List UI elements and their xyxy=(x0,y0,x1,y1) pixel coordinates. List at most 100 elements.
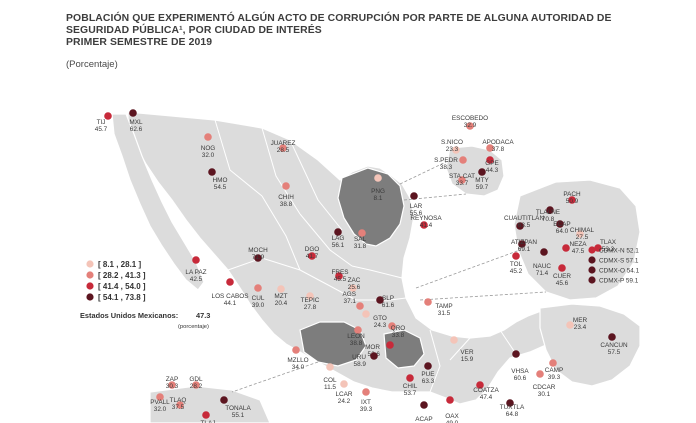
state-border xyxy=(449,337,471,361)
city-marker xyxy=(358,229,366,237)
city-name: COATZA xyxy=(473,387,499,394)
legend-label: [ 28.2 , 41.3 ] xyxy=(98,271,146,280)
city-name: COL xyxy=(323,377,337,384)
city-value: 39.0 xyxy=(252,302,265,309)
state-border xyxy=(497,329,521,373)
city-marker xyxy=(349,284,357,292)
city-marker xyxy=(308,252,316,260)
city-value: 56.1 xyxy=(332,242,345,249)
city-value: 55.6 xyxy=(410,210,423,217)
city-marker xyxy=(376,296,384,304)
city-marker xyxy=(340,380,348,388)
cdmx-label: CDMX-N 52.1 xyxy=(599,248,639,255)
city-marker xyxy=(406,374,414,382)
city-marker xyxy=(156,393,164,401)
mexico-central-region xyxy=(383,329,425,369)
city-name: ESCOBEDO xyxy=(452,115,488,122)
city-value: 34.0 xyxy=(292,364,305,371)
city-marker xyxy=(446,396,454,404)
leader-line xyxy=(415,249,521,289)
city-name: FRES xyxy=(331,269,348,276)
city-name: MOCH xyxy=(248,247,268,254)
city-value: 64.0 xyxy=(556,228,569,235)
state-border xyxy=(299,213,353,267)
city-name: DGO xyxy=(305,246,320,253)
state-border xyxy=(356,297,407,301)
city-value: 45.6 xyxy=(556,280,569,287)
city-name: MOR xyxy=(365,344,380,351)
city-value: 50.9 xyxy=(566,198,579,205)
unit-label: (Porcentaje) xyxy=(66,59,118,70)
city-marker xyxy=(388,322,396,330)
city-marker xyxy=(362,310,370,318)
cdmx-marker xyxy=(588,276,596,284)
city-oax: OAX49.0 xyxy=(445,396,459,423)
national-unit: (porcentaje) xyxy=(178,324,209,330)
city-name: URU xyxy=(352,354,366,361)
city-name: ZAP xyxy=(166,376,178,383)
city-marker xyxy=(518,240,526,248)
city-value: 44.3 xyxy=(486,167,499,174)
city-marker xyxy=(576,230,584,238)
city-name: NAUC xyxy=(533,263,551,270)
leader-line xyxy=(399,159,451,185)
legend-label: [ 8.1 , 28.1 ] xyxy=(98,260,141,269)
city-marker xyxy=(254,284,262,292)
city-marker xyxy=(226,278,234,286)
city-marker xyxy=(282,182,290,190)
city-marker xyxy=(512,350,520,358)
title-line-3: PRIMER SEMESTRE DE 2019 xyxy=(66,37,213,48)
city-name: LAG xyxy=(332,235,345,242)
city-value: 59.7 xyxy=(476,184,489,191)
city-marker xyxy=(202,411,210,419)
city-value: 27.8 xyxy=(304,304,317,311)
city-marker xyxy=(279,144,287,152)
city-name: NOG xyxy=(201,145,216,152)
state-border xyxy=(299,269,357,301)
city-name: IXT xyxy=(361,399,371,406)
city-value: 44.1 xyxy=(224,300,237,307)
city-value: 25.6 xyxy=(348,284,361,291)
city-name: CUAUTITLÁN xyxy=(504,213,545,222)
city-marker xyxy=(424,298,432,306)
city-marker xyxy=(512,252,520,260)
city-name: ZAC xyxy=(348,277,361,284)
cdmx-item: CDMX-P 59.1 xyxy=(588,276,639,285)
city-value: 37.8 xyxy=(492,146,505,153)
city-value: 39.3 xyxy=(548,374,561,381)
cdmx-label: CDMX-O 54.1 xyxy=(599,268,640,275)
city-name: NEZA xyxy=(569,241,587,248)
city-marker xyxy=(450,336,458,344)
city-marker xyxy=(204,133,212,141)
city-value: 20.4 xyxy=(275,300,288,307)
city-name: STA.CAT xyxy=(449,173,475,180)
city-name: TONALA xyxy=(225,405,251,412)
cdmx-inset xyxy=(513,179,641,301)
city-value: 33.7 xyxy=(456,180,469,187)
city-name: MZT xyxy=(274,293,287,300)
city-marker xyxy=(104,112,112,120)
city-value: 8.1 xyxy=(374,195,383,202)
city-value: 63.5 xyxy=(518,222,531,229)
